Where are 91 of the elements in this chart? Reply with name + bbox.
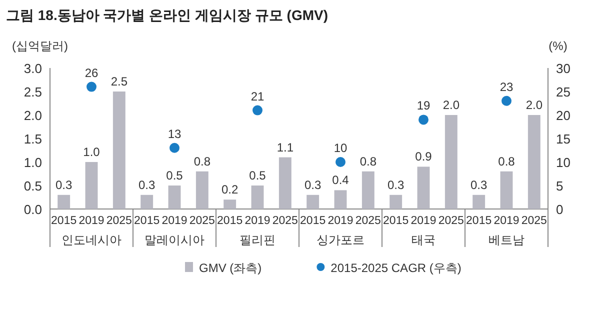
data-label: 1.1 [276, 140, 294, 154]
data-label: 1.0 [83, 145, 100, 159]
x-tick-label: 2025 [106, 215, 132, 227]
y-tick-label: 2.0 [24, 108, 42, 123]
data-label: 0.8 [360, 154, 377, 168]
y2-tick-label: 0 [556, 202, 564, 217]
y-tick-label: 3.0 [24, 61, 42, 76]
bar [196, 171, 208, 209]
x-tick-label: 2019 [328, 215, 354, 227]
point [86, 82, 96, 92]
bar [278, 157, 292, 209]
bar [417, 166, 430, 209]
legend-label: 2015-2025 CAGR (우측) [330, 261, 462, 275]
bar [528, 115, 540, 209]
x-tick-label: 2015 [300, 215, 326, 227]
x-tick-label: 2025 [521, 215, 547, 227]
data-label: 0.3 [387, 178, 404, 192]
x-tick-label: 2015 [134, 215, 160, 227]
data-label: 0.3 [138, 178, 156, 192]
data-label: 26 [84, 66, 98, 80]
data-label: 0.5 [166, 168, 184, 182]
x-tick-label: 2025 [355, 215, 381, 227]
y2-axis-title: (%) [548, 39, 568, 53]
data-label: 21 [250, 89, 264, 104]
data-label: 0.5 [249, 168, 266, 182]
bar [251, 186, 264, 209]
legend-label: GMV (좌측) [199, 261, 262, 275]
y2-tick-label: 5 [556, 178, 564, 194]
point [502, 96, 512, 106]
data-label: 2.5 [110, 74, 128, 88]
bar [140, 194, 154, 209]
y-tick-label: 1.5 [24, 132, 42, 146]
text: 싱가포르 [316, 233, 364, 247]
data-label: 0.8 [498, 154, 516, 168]
data-label: 0.3 [470, 178, 488, 192]
bar [112, 92, 126, 209]
x-tick-label: 2025 [272, 215, 298, 227]
chart-title: 그림 18.동남아 국가별 온라인 게임시장 규모 (GMV) [6, 7, 328, 23]
data-label: 19 [416, 98, 430, 113]
x-tick-label: 2019 [78, 215, 104, 227]
y-tick-label: 2.5 [24, 84, 42, 100]
bar [500, 171, 513, 209]
bar [168, 186, 181, 209]
y2-tick-label: 15 [556, 132, 570, 146]
y-axis-title: (십억달러) [12, 39, 68, 53]
x-tick-label: 2019 [494, 215, 520, 227]
text: 베트남 [488, 233, 524, 247]
text: 인도네시아 [62, 233, 122, 247]
y2-tick-label: 10 [556, 155, 570, 170]
bar [444, 115, 458, 209]
point [252, 105, 262, 116]
point [336, 157, 346, 167]
bar [224, 200, 236, 209]
x-tick-label: 2015 [51, 215, 77, 227]
data-label: 0.9 [415, 150, 432, 164]
data-label: 23 [500, 80, 514, 94]
data-label: 2.0 [526, 98, 543, 112]
bar [472, 194, 486, 209]
y2-tick-label: 25 [556, 84, 570, 100]
data-label: 2.0 [442, 98, 460, 112]
x-tick-label: 2015 [383, 215, 409, 227]
x-tick-label: 2025 [438, 215, 464, 227]
bar [390, 194, 402, 209]
text: 필리핀 [240, 233, 276, 247]
data-label: 13 [168, 126, 182, 141]
data-label: 0.3 [304, 178, 322, 192]
x-tick-label: 2019 [410, 215, 436, 227]
text: 말레이시아 [144, 233, 204, 247]
data-label: 10 [334, 141, 348, 155]
data-label: 0.2 [221, 182, 238, 197]
x-tick-label: 2019 [244, 215, 270, 227]
y2-tick-label: 20 [556, 108, 570, 123]
data-label: 0.3 [55, 178, 72, 192]
bar [334, 190, 347, 209]
x-tick-label: 2015 [466, 215, 492, 227]
x-tick-label: 2025 [189, 215, 215, 227]
text: 태국 [412, 233, 436, 247]
bar [58, 194, 70, 209]
x-tick-label: 2019 [162, 215, 188, 227]
bar [362, 171, 374, 209]
bar [306, 194, 320, 209]
y-tick-label: 0.5 [24, 178, 42, 194]
data-label: 0.4 [332, 173, 350, 188]
y-tick-label: 0.0 [24, 202, 42, 217]
point [170, 142, 180, 153]
data-label: 0.8 [194, 154, 211, 168]
x-tick-label: 2015 [217, 215, 243, 227]
point [418, 114, 428, 125]
y2-tick-label: 30 [556, 61, 570, 76]
y-tick-label: 1.0 [24, 155, 42, 170]
bar [85, 162, 98, 209]
